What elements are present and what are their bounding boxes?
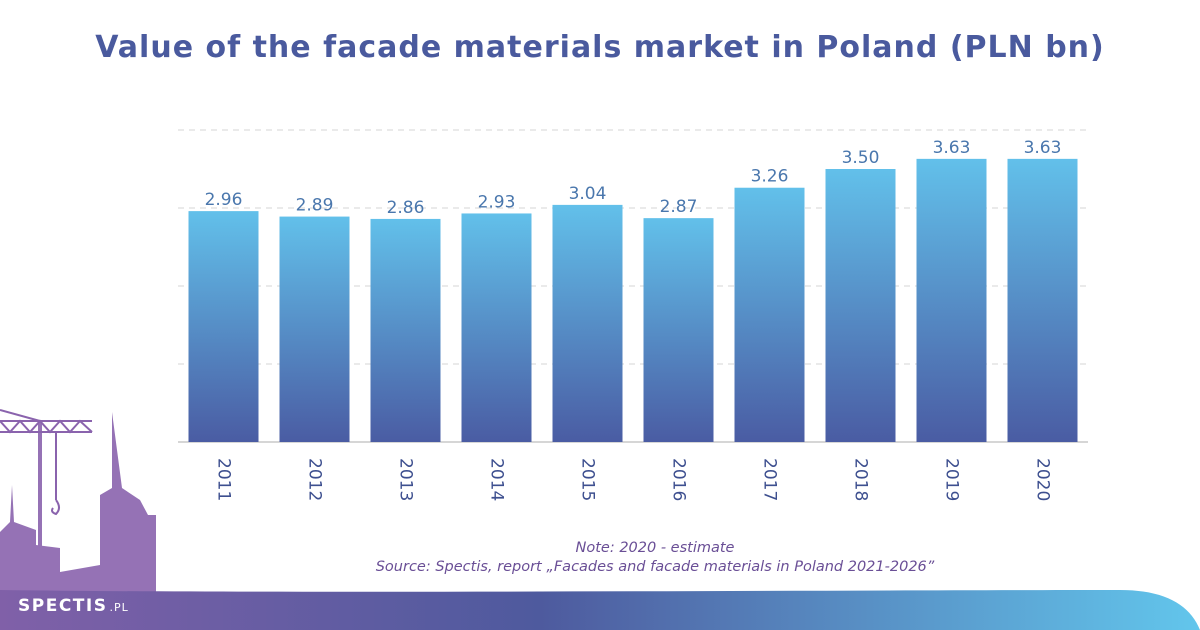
x-tick-label-2011: 2011 — [214, 458, 234, 501]
bar-2012 — [279, 216, 350, 442]
value-label-2011: 2.96 — [205, 190, 243, 210]
bar-2013 — [370, 218, 441, 442]
note-text: Note: 2020 - estimate — [575, 540, 735, 556]
x-tick-label-2013: 2013 — [396, 458, 416, 501]
value-label-2016: 2.87 — [660, 197, 698, 217]
bar-2020 — [1007, 158, 1078, 443]
crane-illustration — [0, 409, 93, 516]
brand-suffix: .PL — [109, 601, 129, 614]
x-tick-label-2017: 2017 — [760, 458, 780, 501]
x-tick-label-2014: 2014 — [487, 458, 507, 501]
value-label-2019: 3.63 — [933, 138, 971, 158]
bar-2018 — [825, 169, 896, 442]
bar-2014 — [461, 213, 532, 442]
value-label-2020: 3.63 — [1024, 138, 1062, 158]
value-label-2012: 2.89 — [296, 196, 334, 216]
source-text: Source: Spectis, report „Facades and fac… — [375, 559, 935, 575]
bar-2016 — [643, 218, 714, 442]
footer-band — [0, 590, 1200, 630]
x-tick-label-2019: 2019 — [942, 458, 962, 501]
value-label-2018: 3.50 — [842, 148, 880, 168]
brand-name: SPECTIS — [18, 596, 108, 616]
value-label-2014: 2.93 — [478, 192, 516, 212]
bar-2017 — [734, 187, 805, 442]
chart-title: Value of the facade materials market in … — [95, 30, 1105, 65]
value-label-2015: 3.04 — [569, 184, 607, 204]
x-tick-label-2016: 2016 — [669, 458, 689, 501]
city-skyline-illustration — [0, 412, 156, 600]
value-label-2017: 3.26 — [751, 167, 789, 187]
spectis-logo: SPECTIS .PL — [18, 596, 129, 616]
x-tick-label-2018: 2018 — [851, 458, 871, 501]
x-tick-label-2020: 2020 — [1033, 458, 1053, 501]
value-label-2013: 2.86 — [387, 198, 425, 218]
x-tick-label-2012: 2012 — [305, 458, 325, 501]
x-tick-label-2015: 2015 — [578, 458, 598, 501]
bar-2019 — [916, 158, 987, 443]
bar-2011 — [188, 211, 259, 442]
bar-2015 — [552, 204, 623, 442]
